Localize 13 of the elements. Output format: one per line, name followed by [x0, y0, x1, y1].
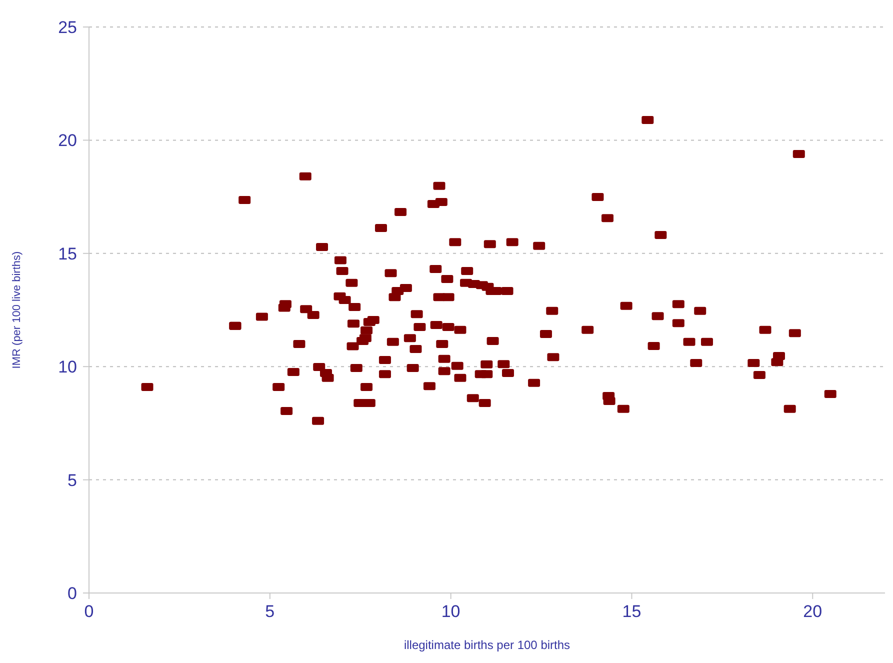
x-tick-label: 5 — [265, 602, 275, 622]
y-axis-title: IMR (per 100 live births) — [10, 251, 23, 369]
y-tick-label: 20 — [58, 131, 77, 150]
x-tick-label: 10 — [441, 602, 460, 622]
y-tick-label: 10 — [58, 358, 77, 377]
x-tick-label: 20 — [803, 602, 822, 622]
y-tick-label: 25 — [58, 18, 77, 38]
y-tick-label: 5 — [68, 470, 77, 490]
y-tick-label: 0 — [68, 584, 77, 604]
y-tick-label: 15 — [58, 244, 77, 264]
x-tick-label: 15 — [622, 602, 642, 622]
x-axis-title: illegitimate births per 100 births — [404, 638, 570, 652]
x-tick-label: 0 — [84, 602, 94, 622]
